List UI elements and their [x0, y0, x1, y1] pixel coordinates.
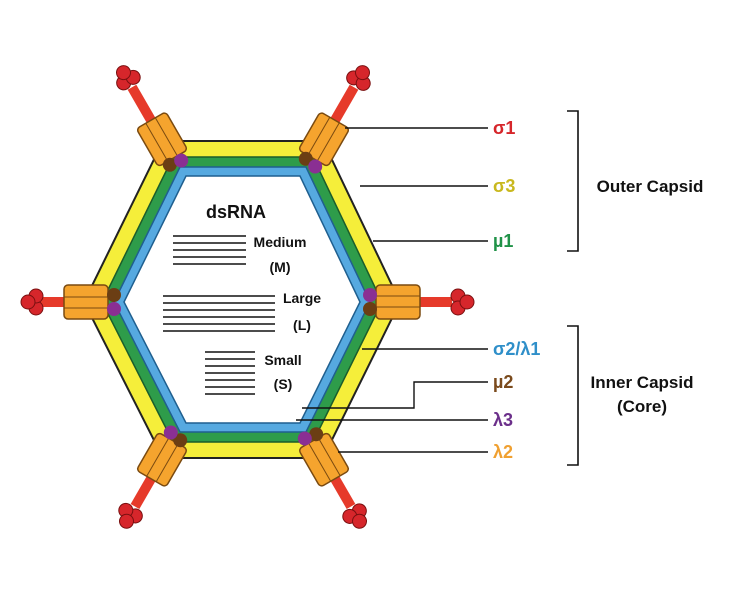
label-sigma1: σ1 [493, 118, 515, 138]
lambda2-turret [298, 112, 350, 167]
mu2-dot [298, 151, 313, 166]
inner-capsid-core-label: (Core) [617, 397, 667, 416]
mu2-dot [173, 433, 188, 448]
leader-lines [296, 127, 488, 453]
mu2-dot [162, 157, 177, 172]
vertex-complex-top-left [116, 65, 189, 172]
spike-head [459, 294, 475, 310]
lambda2-turret [375, 284, 421, 320]
vertex-complex-right [363, 284, 475, 320]
mu2-dot [107, 302, 121, 316]
lambda2-turret [136, 112, 188, 167]
lambda2-turret [63, 284, 109, 320]
label-sigma3: σ3 [493, 176, 515, 196]
lambda2-turret [136, 432, 188, 487]
lambda3-dot [363, 302, 377, 316]
mu2-dot [363, 288, 377, 302]
rna-segment-large-lines [163, 295, 275, 332]
spike-head [116, 65, 131, 81]
rna-segment-medium-name: Medium [254, 234, 307, 250]
turret-stripe [308, 442, 332, 482]
label-sigma2-lambda1: σ2/λ1 [493, 339, 540, 359]
rna-segment-large-name: Large [283, 290, 321, 306]
turret-stripe [146, 437, 170, 477]
label-mu2: µ2 [493, 372, 513, 392]
lambda3-dot [297, 431, 312, 446]
dsrna-title: dsRNA [206, 202, 266, 222]
vertex-complex-bottom-left [118, 425, 188, 529]
rna-segment-small-code: (S) [274, 376, 293, 392]
turret-stripe [307, 116, 331, 156]
turret-stripe [145, 122, 169, 162]
label-lambda2: λ2 [493, 442, 513, 462]
vertex-complex-top-right [298, 65, 371, 174]
outer-capsid-bracket [567, 110, 579, 252]
spike-head [20, 294, 36, 310]
lambda3-dot [174, 153, 189, 168]
turret-stripe [154, 117, 178, 157]
turret-stripe [155, 443, 179, 483]
lambda2-turret [298, 432, 350, 487]
vertex-complex-bottom-right [297, 427, 367, 529]
label-mu1: µ1 [493, 231, 513, 251]
capsid-interior [123, 175, 361, 424]
vertex-complex-left [20, 284, 121, 320]
lambda3-dot [107, 288, 121, 302]
inner-capsid-label: Inner Capsid [591, 373, 694, 392]
spike-head [119, 513, 134, 529]
spike-head [352, 513, 367, 529]
rna-segment-small-lines [205, 351, 255, 395]
label-lambda3: λ3 [493, 410, 513, 430]
lambda3-dot [308, 159, 323, 174]
rna-segment-large-code: (L) [293, 317, 311, 333]
rna-segment-small-name: Small [264, 352, 301, 368]
turret-stripe [316, 122, 340, 162]
spike-head [355, 65, 370, 81]
lambda3-dot [163, 425, 178, 440]
turret-stripe [317, 437, 341, 477]
leader-mu2 [302, 381, 488, 409]
mu2-dot [309, 427, 324, 442]
outer-capsid-label: Outer Capsid [597, 177, 704, 196]
inner-capsid-bracket [567, 325, 579, 466]
rna-segment-medium-code: (M) [270, 259, 291, 275]
rna-segment-medium-lines [173, 235, 246, 265]
